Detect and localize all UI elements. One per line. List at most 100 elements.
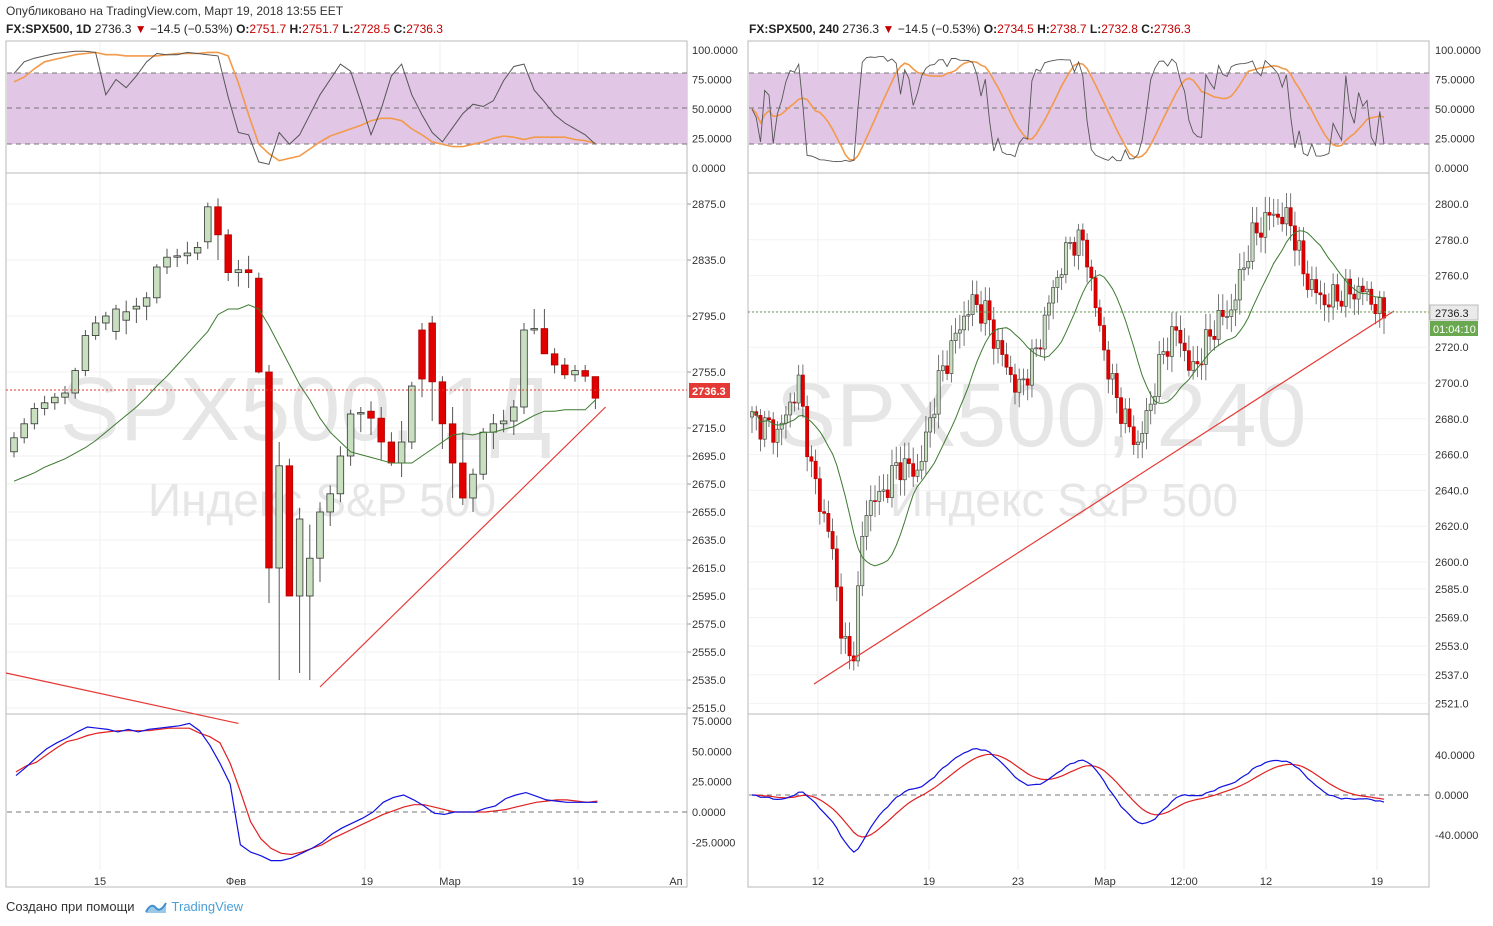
right-macd-tick: -40.0000 [1435,830,1478,842]
left-stoch-d-line [13,51,596,162]
footer: Создано при помощи TradingView [6,899,243,914]
right-candle-body [928,417,933,433]
right-candle-body [1297,240,1302,251]
left-low: 2728.5 [353,22,391,36]
left-macd-line [15,722,598,862]
left-candle-body [193,246,202,254]
right-price-tick: 2553.0 [1435,641,1469,653]
right-macd-tick: 0.0000 [1435,790,1469,802]
right-candle-body [1004,354,1009,368]
left-price-label: 2736.3 [692,386,726,398]
footer-brand: TradingView [171,899,244,914]
right-candle-body [1178,329,1183,344]
tradingview-icon [144,901,167,913]
left-candle-body [377,417,385,443]
right-price-tick: 2760.0 [1435,271,1469,283]
left-macd-tick: 50.0000 [692,746,732,758]
right-candle-body [940,365,945,371]
published-label: Опубликовано на TradingView.com, Март 19… [6,4,344,18]
left-candle-body [102,315,110,324]
right-candle-body [1013,374,1017,393]
right-time-tick: 19 [923,876,935,888]
left-macd-tick: 0.0000 [692,807,726,819]
right-candle-body [1250,222,1255,262]
left-moving-average [13,304,596,482]
left-chart-frame [5,40,688,888]
left-candle-body [91,322,100,337]
left-candle-body [448,423,457,464]
left-trendline [319,406,607,688]
right-candle-body [1216,310,1221,340]
right-candle-body [962,315,966,331]
left-candle-body [397,441,406,464]
right-time-tick: Мар [1094,876,1116,888]
left-candle-body [357,412,365,415]
left-candle-body [295,518,304,597]
left-candle-body [479,431,487,475]
right-candle-body [1246,260,1251,269]
left-candle-body [418,329,426,380]
right-chart[interactable]: SPX500, 240 Индекс S&P 500 2800.0 2780.0 2… [746,38,1491,890]
right-candles [750,192,1395,685]
right-candle-body [1301,240,1306,275]
left-price-tick: 2795.0 [692,311,726,323]
right-candle-body [1365,288,1369,293]
left-candle-body [61,392,69,398]
left-trendline-2 [5,672,239,724]
right-change: −14.5 (−0.53%) [897,22,981,36]
right-candle-body [788,401,793,416]
left-symbol: FX:SPX500, 1D [6,22,92,36]
right-candle-body [805,406,810,458]
left-time-tick: 15 [94,876,106,888]
left-candle-body [122,311,130,321]
left-stoch-tick: 100.0000 [692,45,738,57]
left-candle-body [81,335,90,372]
left-candle-body [265,371,273,569]
right-candle-body [1280,216,1285,225]
right-high: 2738.7 [1049,22,1087,36]
left-price-tick: 2755.0 [692,367,726,379]
right-candle-body [945,365,950,374]
right-candle-body [907,458,911,464]
right-candle-body [1343,278,1348,307]
right-countdown-bg [1430,321,1478,336]
left-price-tick: 2695.0 [692,451,726,463]
right-candle-body [1309,279,1314,290]
left-macd-tick: 25.0000 [692,777,732,789]
right-candle-body [1331,284,1336,308]
tradingview-logo[interactable]: TradingView [144,899,244,914]
left-candle-body [275,465,283,569]
right-candle-body [1059,274,1064,278]
right-panel-header: FX:SPX500, 240 2736.3 ▼ −14.5 (−0.53%) O… [749,22,1191,36]
left-candle-body [255,277,263,373]
left-high: 2751.7 [302,22,339,36]
left-time-axis: 15 Фев 19 Мар 19 Ап [94,876,683,888]
right-candle-body [1165,351,1170,357]
right-candle-body [839,586,843,639]
left-candles [5,198,607,724]
right-candle-body [1089,266,1094,279]
right-candle-body [936,370,941,415]
right-stoch-k-line [751,56,1385,163]
right-candle-body [979,304,983,324]
right-candle-body [1229,309,1234,317]
right-candle-body [1127,408,1132,428]
right-candle-body [1203,329,1208,365]
left-candle-body [173,255,181,258]
right-price-label-bg [1429,304,1479,321]
left-candle-body [20,423,28,439]
right-candle-body [1293,225,1297,251]
left-candle-body [244,269,253,274]
left-price-tick: 2615.0 [692,563,726,575]
right-candle-body [1021,378,1026,381]
right-candle-body [1110,373,1115,380]
right-candle-body [1017,378,1022,393]
right-price-tick: 2780.0 [1435,235,1469,247]
left-chart[interactable]: SPX500, 1Д Индекс S&P 500 2875.02835.027… [0,38,742,890]
right-time-tick: 23 [1012,876,1024,888]
left-time-tick: 19 [361,876,373,888]
right-macd-signal-line [751,753,1385,838]
right-symbol: FX:SPX500, 240 [749,22,840,36]
right-price-tick: 2537.0 [1435,670,1469,682]
left-candle-body [132,305,141,310]
